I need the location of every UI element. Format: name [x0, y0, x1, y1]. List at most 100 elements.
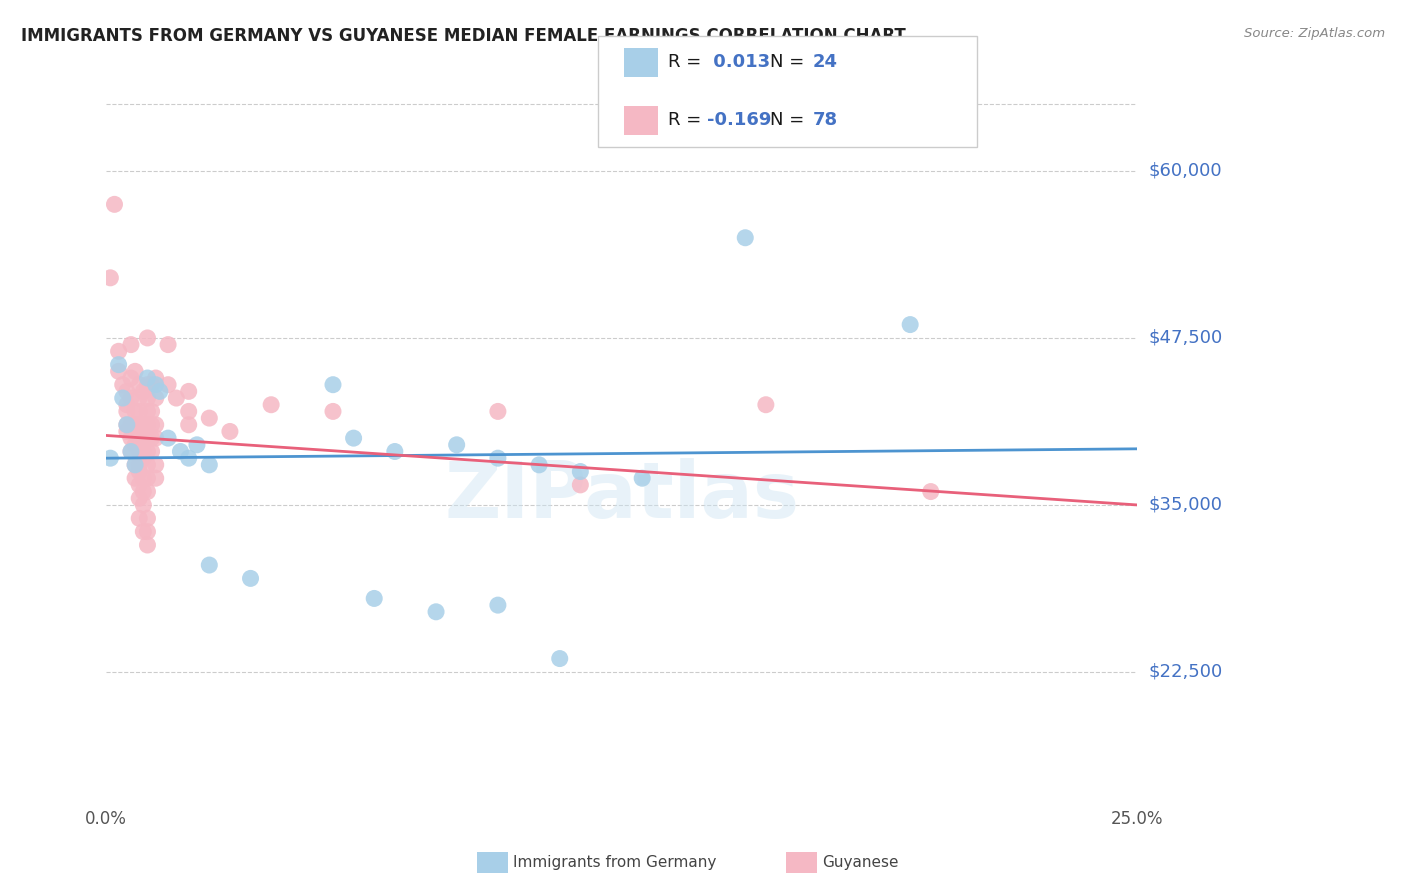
- Point: [149, 384, 172, 399]
- Point: [186, 438, 208, 452]
- Point: [548, 651, 571, 665]
- Point: [128, 478, 150, 492]
- Point: [120, 371, 142, 385]
- Point: [177, 417, 200, 432]
- Point: [177, 404, 200, 418]
- Point: [128, 511, 150, 525]
- Point: [132, 524, 155, 539]
- Point: [239, 571, 262, 585]
- Point: [177, 384, 200, 399]
- Point: [322, 377, 344, 392]
- Point: [136, 458, 159, 472]
- Point: [157, 377, 180, 392]
- Point: [115, 425, 138, 439]
- Point: [136, 431, 159, 445]
- Point: [124, 438, 146, 452]
- Text: $35,000: $35,000: [1149, 496, 1222, 514]
- Point: [145, 458, 167, 472]
- Text: R =: R =: [668, 54, 707, 71]
- Point: [115, 404, 138, 418]
- Point: [124, 458, 146, 472]
- Point: [132, 431, 155, 445]
- Point: [198, 458, 221, 472]
- Point: [157, 337, 180, 351]
- Point: [115, 417, 138, 432]
- Point: [219, 425, 242, 439]
- Point: [120, 431, 142, 445]
- Point: [98, 451, 121, 466]
- Text: Source: ZipAtlas.com: Source: ZipAtlas.com: [1244, 27, 1385, 40]
- Point: [128, 404, 150, 418]
- Point: [145, 371, 167, 385]
- Point: [136, 377, 159, 392]
- Text: R =: R =: [668, 112, 707, 129]
- Text: 0.013: 0.013: [707, 54, 770, 71]
- Point: [141, 444, 163, 458]
- Point: [569, 478, 592, 492]
- Text: 78: 78: [813, 112, 838, 129]
- Text: $60,000: $60,000: [1149, 162, 1222, 180]
- Point: [145, 471, 167, 485]
- Point: [141, 431, 163, 445]
- Point: [124, 364, 146, 378]
- Point: [132, 498, 155, 512]
- Point: [132, 444, 155, 458]
- Point: [141, 377, 163, 392]
- Point: [124, 417, 146, 432]
- Point: [920, 484, 942, 499]
- Point: [124, 471, 146, 485]
- Point: [145, 431, 167, 445]
- Point: [157, 431, 180, 445]
- Point: [342, 431, 364, 445]
- Point: [384, 444, 406, 458]
- Text: Immigrants from Germany: Immigrants from Germany: [513, 855, 717, 870]
- Point: [115, 384, 138, 399]
- Point: [128, 391, 150, 405]
- Point: [128, 417, 150, 432]
- Point: [486, 598, 509, 612]
- Point: [132, 417, 155, 432]
- Point: [111, 377, 134, 392]
- Point: [145, 417, 167, 432]
- Point: [132, 471, 155, 485]
- Point: [120, 444, 142, 458]
- Point: [569, 465, 592, 479]
- Point: [128, 458, 150, 472]
- Point: [136, 444, 159, 458]
- Point: [141, 417, 163, 432]
- Point: [120, 391, 142, 405]
- Point: [136, 484, 159, 499]
- Point: [120, 337, 142, 351]
- Point: [120, 417, 142, 432]
- Point: [136, 511, 159, 525]
- Point: [363, 591, 385, 606]
- Point: [136, 417, 159, 432]
- Point: [260, 398, 283, 412]
- Point: [755, 398, 778, 412]
- Point: [145, 391, 167, 405]
- Text: Guyanese: Guyanese: [823, 855, 898, 870]
- Point: [128, 491, 150, 506]
- Point: [631, 471, 654, 485]
- Point: [107, 344, 129, 359]
- Point: [132, 451, 155, 466]
- Point: [115, 417, 138, 432]
- Point: [169, 444, 191, 458]
- Point: [128, 377, 150, 392]
- Point: [136, 404, 159, 418]
- Point: [115, 398, 138, 412]
- Point: [107, 358, 129, 372]
- Point: [120, 444, 142, 458]
- Point: [132, 484, 155, 499]
- Text: IMMIGRANTS FROM GERMANY VS GUYANESE MEDIAN FEMALE EARNINGS CORRELATION CHART: IMMIGRANTS FROM GERMANY VS GUYANESE MEDI…: [21, 27, 905, 45]
- Point: [198, 558, 221, 572]
- Point: [136, 538, 159, 552]
- Point: [446, 438, 468, 452]
- Point: [136, 371, 159, 385]
- Point: [111, 391, 134, 405]
- Point: [425, 605, 447, 619]
- Point: [128, 431, 150, 445]
- Point: [128, 465, 150, 479]
- Text: N =: N =: [770, 54, 810, 71]
- Point: [527, 458, 550, 472]
